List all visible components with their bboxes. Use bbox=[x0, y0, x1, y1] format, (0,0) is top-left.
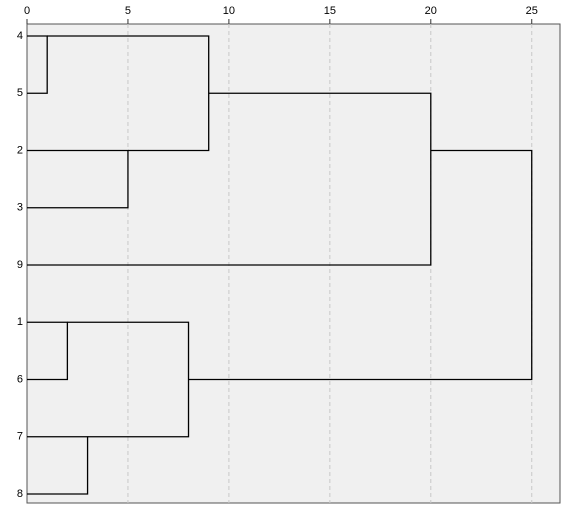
leaf-label: 5 bbox=[17, 87, 23, 99]
leaf-label: 9 bbox=[17, 259, 23, 271]
dendrogram-link bbox=[27, 92, 432, 266]
dendrogram-link bbox=[188, 149, 533, 381]
plot-area bbox=[26, 23, 561, 504]
dendrogram-link bbox=[27, 321, 69, 381]
dendrogram-link bbox=[27, 35, 48, 94]
x-tick-label: 20 bbox=[425, 5, 437, 17]
x-tick-label: 5 bbox=[125, 5, 131, 17]
leaf-label: 2 bbox=[17, 144, 23, 156]
leaf-label: 6 bbox=[17, 373, 23, 385]
x-tick-label: 0 bbox=[24, 5, 30, 17]
x-tick-label: 15 bbox=[324, 5, 336, 17]
x-tick-label: 10 bbox=[223, 5, 235, 17]
leaf-label: 4 bbox=[17, 30, 23, 42]
leaf-label: 1 bbox=[17, 316, 23, 328]
leaf-label: 8 bbox=[17, 488, 23, 500]
dendrogram-link bbox=[27, 436, 89, 495]
leaf-label: 3 bbox=[17, 202, 23, 214]
dendrogram-link bbox=[67, 321, 190, 438]
dendrogram-link bbox=[27, 149, 129, 209]
leaf-label: 7 bbox=[17, 431, 23, 443]
x-tick-label: 25 bbox=[526, 5, 538, 17]
